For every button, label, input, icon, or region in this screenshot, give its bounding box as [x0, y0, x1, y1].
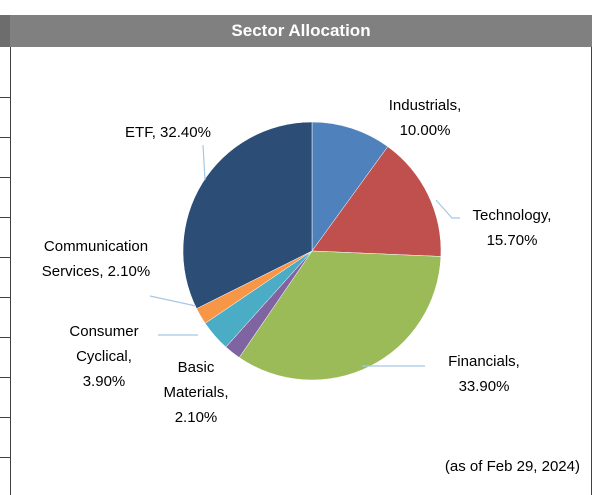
pie-slice	[311, 146, 442, 257]
slice-label: Industrials, 10.00%	[388, 97, 462, 139]
note: (as of Feb 29, 2024)	[444, 458, 580, 475]
chart-title: Sector Allocation	[231, 21, 371, 40]
slice-label: Basic Materials, 2.10%	[163, 359, 229, 426]
side-header	[0, 15, 10, 47]
slice-label: Communication Services, 2.10%	[41, 238, 151, 280]
pie-slice	[182, 121, 313, 309]
slice-label: Technology, 15.70%	[472, 207, 552, 249]
pie	[182, 121, 442, 381]
leader-lines	[149, 144, 460, 367]
header-bar	[0, 15, 592, 47]
slice-label: Consumer Cyclical, 3.90%	[69, 323, 139, 390]
slice-label: ETF, 32.40%	[125, 124, 211, 141]
side-rows	[0, 97, 10, 458]
slice-label: Financials, 33.90%	[448, 353, 520, 395]
pie-slice	[311, 121, 389, 252]
